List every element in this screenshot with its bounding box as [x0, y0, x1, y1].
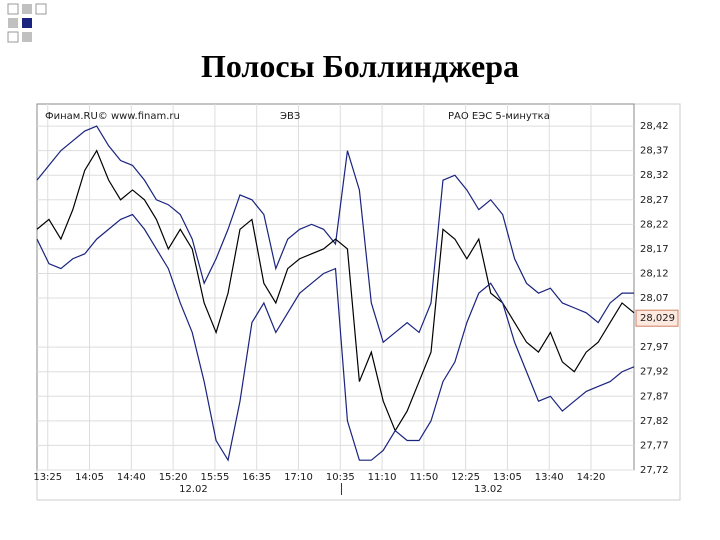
- decor-square: [35, 3, 47, 15]
- slide-title: Полосы Боллинджера: [200, 48, 520, 84]
- decor-square: [22, 18, 32, 28]
- chart-header: РАО ЕЭС 5-минутка: [448, 111, 550, 122]
- y-tick-label: 27,72: [640, 465, 669, 476]
- x-tick-label: 16:35: [242, 472, 271, 483]
- y-tick-label: 27,92: [640, 367, 669, 378]
- series-line: [36, 213, 635, 462]
- x-date-label: 13.02: [474, 484, 503, 495]
- y-tick-label: 28,22: [640, 219, 669, 230]
- y-tick-label: 28,37: [640, 146, 669, 157]
- x-tick-label: 15:55: [200, 472, 229, 483]
- decor: [7, 3, 47, 43]
- chart-header: Финам.RU© www.finam.ru: [45, 111, 180, 122]
- y-tick-label: 28,27: [640, 195, 669, 206]
- x-tick-label: 11:10: [368, 472, 397, 483]
- x-tick-label: 11:50: [409, 472, 438, 483]
- current-value-label: 28,029: [640, 313, 675, 324]
- series-line: [36, 125, 634, 344]
- y-tick-label: 28,32: [640, 170, 669, 181]
- y-tick-label: 28,12: [640, 268, 669, 279]
- y-tick-label: 27,97: [640, 342, 669, 353]
- decor-square: [7, 31, 19, 43]
- x-tick-label: 14:20: [577, 472, 606, 483]
- x-tick-label: 13:05: [493, 472, 522, 483]
- current-value-box: [635, 309, 679, 327]
- y-tick-label: 28,07: [640, 293, 669, 304]
- y-tick-label: 27,77: [640, 440, 669, 451]
- x-date-label: 12.02: [179, 484, 208, 495]
- decor-square: [8, 18, 18, 28]
- x-tick-label: 13:40: [535, 472, 564, 483]
- x-tick-label: 17:10: [284, 472, 313, 483]
- x-tick-label: 12:25: [451, 472, 480, 483]
- y-tick-label: 27,82: [640, 416, 669, 427]
- x-tick-label: 15:20: [159, 472, 188, 483]
- plot-area: [36, 103, 635, 471]
- x-tick-label: 13:25: [33, 472, 62, 483]
- chart-header: ЭВЗ: [280, 111, 300, 122]
- x-tick-label: 10:35: [326, 472, 355, 483]
- decor-square: [22, 4, 32, 14]
- y-tick-label: 28,17: [640, 244, 669, 255]
- x-tick-label: 14:05: [75, 472, 104, 483]
- decor-square: [22, 32, 32, 42]
- decor-square: [7, 3, 19, 15]
- y-tick-label: 27,87: [640, 391, 669, 402]
- x-tick-label: 14:40: [117, 472, 146, 483]
- series-line: [36, 149, 635, 433]
- y-tick-label: 28,42: [640, 121, 669, 132]
